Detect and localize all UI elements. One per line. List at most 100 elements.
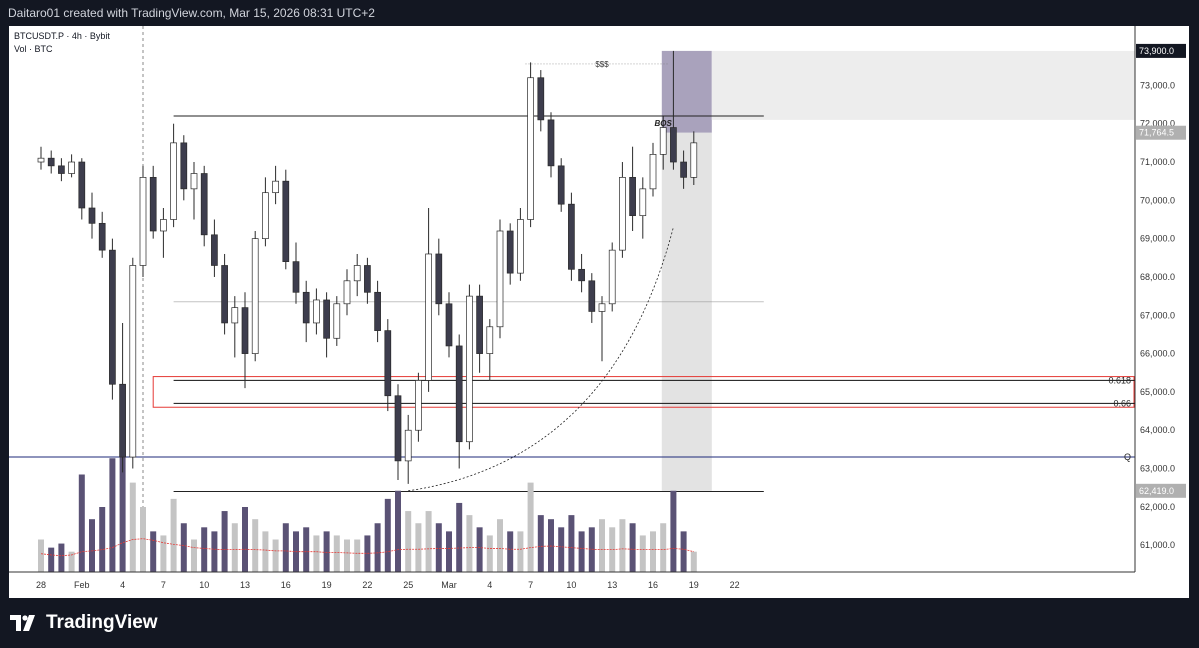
candle-body bbox=[527, 77, 534, 220]
volume-bar bbox=[456, 502, 463, 572]
y-tick-label: 66,000.0 bbox=[1140, 349, 1175, 359]
candle bbox=[670, 50, 677, 170]
candle bbox=[221, 253, 228, 335]
background-layer bbox=[142, 26, 1135, 572]
volume-bar bbox=[68, 551, 75, 572]
volume-bar bbox=[364, 535, 371, 572]
candle bbox=[160, 208, 167, 258]
volume-bar bbox=[354, 539, 361, 572]
caption-text: Daitaro01 created with TradingView.com, … bbox=[8, 6, 375, 20]
volume-bar bbox=[425, 511, 432, 572]
y-tick-label: 62,000.0 bbox=[1140, 502, 1175, 512]
candle-body bbox=[231, 307, 239, 324]
candle bbox=[588, 273, 596, 323]
x-tick-label: 4 bbox=[487, 580, 492, 590]
x-tick-label: 10 bbox=[566, 580, 576, 590]
candle bbox=[302, 280, 310, 343]
volume-bar bbox=[486, 535, 493, 572]
volume-ma-line bbox=[40, 538, 694, 557]
candle-body bbox=[180, 142, 188, 190]
volume-bar bbox=[384, 498, 391, 572]
candle-body bbox=[313, 299, 320, 324]
candle-body bbox=[364, 265, 371, 293]
volume-bar bbox=[231, 523, 238, 572]
volume-bar bbox=[466, 515, 473, 572]
q-level-label: Q bbox=[1124, 452, 1131, 462]
candle-body bbox=[353, 265, 361, 282]
candle-body bbox=[619, 176, 626, 251]
candle bbox=[496, 219, 504, 339]
candle-body bbox=[680, 161, 687, 178]
volume-bar bbox=[680, 531, 687, 572]
candle bbox=[129, 257, 137, 469]
candle bbox=[557, 158, 565, 212]
volume-bar bbox=[497, 519, 503, 572]
volume-bar bbox=[588, 527, 595, 572]
candle-body bbox=[496, 230, 504, 328]
candle-body bbox=[262, 192, 269, 240]
candle bbox=[659, 116, 667, 170]
candle-body bbox=[537, 77, 545, 121]
volume-bar bbox=[252, 519, 259, 572]
candle-body bbox=[47, 157, 55, 167]
target-zone bbox=[661, 132, 712, 491]
caption-bar: Daitaro01 created with TradingView.com, … bbox=[0, 0, 1199, 26]
candle bbox=[455, 334, 463, 469]
candle-body bbox=[343, 280, 351, 305]
brand-text: TradingView bbox=[46, 612, 158, 633]
volume-bar bbox=[507, 531, 514, 572]
candle-body bbox=[415, 380, 422, 431]
candle-body bbox=[170, 142, 177, 220]
candle bbox=[568, 192, 575, 281]
volume-bar bbox=[405, 511, 412, 572]
volume-bar bbox=[180, 523, 187, 572]
tradingview-logo[interactable]: TradingView bbox=[10, 612, 158, 634]
x-tick-label: 16 bbox=[648, 580, 658, 590]
y-tick-label: 71,000.0 bbox=[1140, 157, 1175, 167]
volume-bar bbox=[262, 531, 269, 572]
candle bbox=[527, 62, 534, 228]
candle bbox=[517, 208, 524, 281]
candle-body bbox=[221, 265, 228, 324]
candle-body bbox=[149, 176, 157, 232]
candle bbox=[343, 269, 351, 316]
volume-bar bbox=[38, 539, 44, 572]
x-tick-label: 25 bbox=[403, 580, 413, 590]
candle-body bbox=[547, 119, 555, 167]
bos-annotation: BOS bbox=[655, 119, 673, 128]
volume-bar bbox=[517, 531, 524, 572]
y-tick-label: 61,000.0 bbox=[1140, 540, 1175, 550]
candle-body bbox=[557, 165, 565, 205]
x-tick-label: 22 bbox=[730, 580, 740, 590]
candle-body bbox=[425, 253, 432, 381]
volume-bar bbox=[599, 519, 605, 572]
premium-box bbox=[661, 50, 712, 133]
candle-body bbox=[129, 265, 137, 458]
candle bbox=[262, 177, 269, 247]
volume-bar bbox=[670, 490, 677, 572]
candle bbox=[384, 319, 392, 412]
curve-arc bbox=[408, 227, 674, 492]
candle bbox=[98, 211, 106, 258]
candle-body bbox=[588, 280, 596, 312]
volume-bar bbox=[435, 523, 442, 572]
candle bbox=[425, 208, 432, 392]
candle bbox=[231, 296, 239, 358]
volume-bar bbox=[650, 531, 656, 572]
volume-bar bbox=[272, 539, 279, 572]
price-label-box bbox=[1136, 483, 1186, 498]
candle bbox=[282, 169, 290, 270]
candle-body bbox=[486, 326, 494, 354]
candle bbox=[608, 242, 616, 312]
volume-bar bbox=[211, 531, 218, 572]
volume-bar bbox=[129, 482, 136, 572]
candle-body bbox=[639, 188, 647, 217]
volume-bar bbox=[558, 527, 565, 572]
price-chart[interactable]: $$$ BOS 0.618 0.66 Q 61,000.0 62,000.0 63,… bbox=[9, 26, 1189, 598]
chart-panel[interactable]: $$$ BOS 0.618 0.66 Q 61,000.0 62,000.0 63,… bbox=[9, 26, 1189, 598]
axis-layer: 61,000.0 62,000.0 63,000.0 64,000.0 65,000.0… bbox=[9, 26, 1186, 590]
candle bbox=[68, 154, 75, 178]
x-tick-label: 7 bbox=[528, 580, 533, 590]
candle-body bbox=[139, 176, 147, 266]
